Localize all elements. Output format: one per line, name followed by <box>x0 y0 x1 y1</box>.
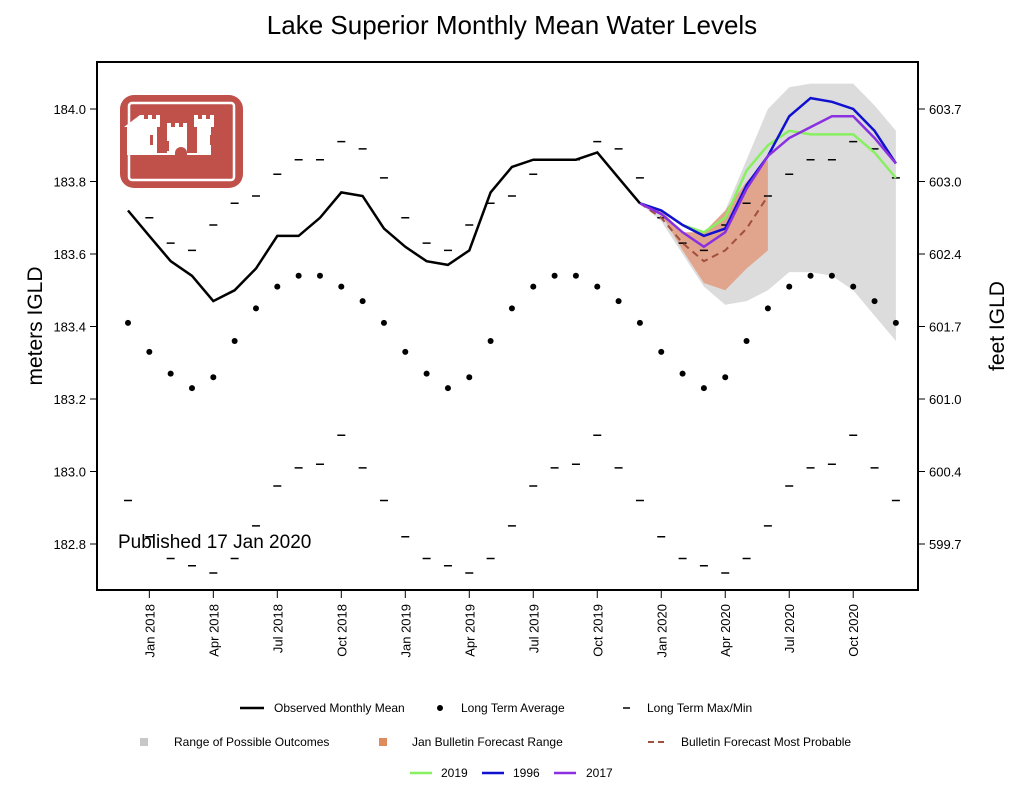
long-term-average-point <box>402 348 409 355</box>
long-term-average-point <box>658 348 665 355</box>
series-line-2017 <box>639 115 897 249</box>
long-term-average-point <box>743 338 750 344</box>
long-term-average-point <box>764 305 771 312</box>
chart-title: Lake Superior Monthly Mean Water Levels <box>267 10 757 40</box>
y-tick-label-right: 599.7 <box>929 537 962 552</box>
legend-label-bulletin-range: Jan Bulletin Forecast Range <box>412 735 563 749</box>
long-term-average-point <box>871 298 878 305</box>
long-term-average-point <box>636 319 643 326</box>
long-term-average-point <box>188 385 195 392</box>
long-term-average-point <box>210 374 217 381</box>
long-term-average-point <box>807 272 814 279</box>
y-tick-label-right: 600.4 <box>929 465 962 480</box>
y-tick-label-left: 182.8 <box>53 537 86 552</box>
legend-label-2019: 2019 <box>441 766 468 780</box>
x-tick-label: Jul 2018 <box>270 604 285 653</box>
y-tick-label-left: 183.0 <box>53 465 86 480</box>
legend-label-2017: 2017 <box>586 766 613 780</box>
x-tick-label: Oct 2020 <box>846 604 861 657</box>
x-tick-label: Jan 2019 <box>398 604 413 658</box>
long-term-average-point <box>615 298 622 305</box>
long-term-average-point <box>231 338 238 344</box>
x-tick-label: Apr 2019 <box>462 604 477 657</box>
long-term-average-point <box>274 283 281 290</box>
long-term-average-point <box>295 272 302 279</box>
y-tick-label-left: 183.8 <box>53 175 86 190</box>
x-tick-label: Apr 2020 <box>718 604 733 657</box>
y-tick-label-left: 184.0 <box>53 102 86 117</box>
legend-swatch-average <box>437 705 443 711</box>
long-term-average-point <box>167 370 174 377</box>
long-term-average-point <box>359 298 366 305</box>
long-term-average-point <box>487 338 494 344</box>
legend: Observed Monthly Mean Long Term Average … <box>140 701 851 780</box>
long-term-average-point <box>551 272 558 279</box>
published-annotation: Published 17 Jan 2020 <box>118 532 311 553</box>
long-term-average-point <box>828 272 835 279</box>
legend-label-1996: 1996 <box>513 766 540 780</box>
legend-label-possible-range: Range of Possible Outcomes <box>174 735 329 749</box>
long-term-average-point <box>125 319 131 326</box>
legend-label-average: Long Term Average <box>461 701 565 715</box>
long-term-average-point <box>572 272 579 279</box>
observed-monthly-mean-line <box>127 151 641 303</box>
legend-swatch-possible-range <box>140 738 148 746</box>
x-tick-label: Jul 2019 <box>526 604 541 653</box>
long-term-average-point <box>380 319 387 326</box>
x-tick-label: Oct 2019 <box>590 604 605 657</box>
y-tick-label-right: 603.7 <box>929 102 962 117</box>
long-term-average-point <box>892 319 899 326</box>
long-term-average-point <box>679 370 686 377</box>
y-tick-label-left: 183.6 <box>53 247 86 262</box>
long-term-average-point <box>444 385 451 392</box>
long-term-average-point <box>466 374 473 381</box>
x-tick-label: Jan 2018 <box>142 604 157 658</box>
y-tick-label-right: 603.0 <box>929 175 962 190</box>
long-term-average-point <box>338 283 345 290</box>
legend-label-observed: Observed Monthly Mean <box>274 701 405 715</box>
castle-logo <box>120 95 243 188</box>
legend-label-maxmin: Long Term Max/Min <box>647 701 752 715</box>
long-term-average-point <box>508 305 515 312</box>
x-tick-label: Apr 2018 <box>206 604 221 657</box>
x-tick-label: Oct 2018 <box>334 604 349 657</box>
long-term-average-point <box>146 348 153 355</box>
x-tick-label: Jul 2020 <box>782 604 797 653</box>
y-tick-label-right: 602.4 <box>929 247 962 262</box>
legend-label-most-probable: Bulletin Forecast Most Probable <box>681 735 851 749</box>
y-tick-label-right: 601.0 <box>929 392 962 407</box>
long-term-average-point <box>252 305 259 312</box>
y-axis-label-right: feet IGLD <box>986 281 1009 371</box>
long-term-average-point <box>850 283 857 290</box>
x-tick-label: Jan 2020 <box>654 604 669 658</box>
long-term-average-point <box>594 283 601 290</box>
long-term-average-point <box>722 374 729 381</box>
long-term-average-point <box>423 370 430 377</box>
legend-swatch-bulletin-range <box>379 738 387 746</box>
y-tick-label-left: 183.2 <box>53 392 86 407</box>
bulletin-forecast-range-area <box>639 159 768 291</box>
y-axis-label-left: meters IGLD <box>24 266 47 385</box>
y-tick-label-right: 601.7 <box>929 320 962 335</box>
y-tick-label-left: 183.4 <box>53 320 86 335</box>
long-term-average-point <box>700 385 707 392</box>
long-term-average-point <box>316 272 323 279</box>
long-term-average-point <box>530 283 537 290</box>
long-term-average-point <box>786 283 793 290</box>
most-probable-forecast-line <box>639 195 769 263</box>
